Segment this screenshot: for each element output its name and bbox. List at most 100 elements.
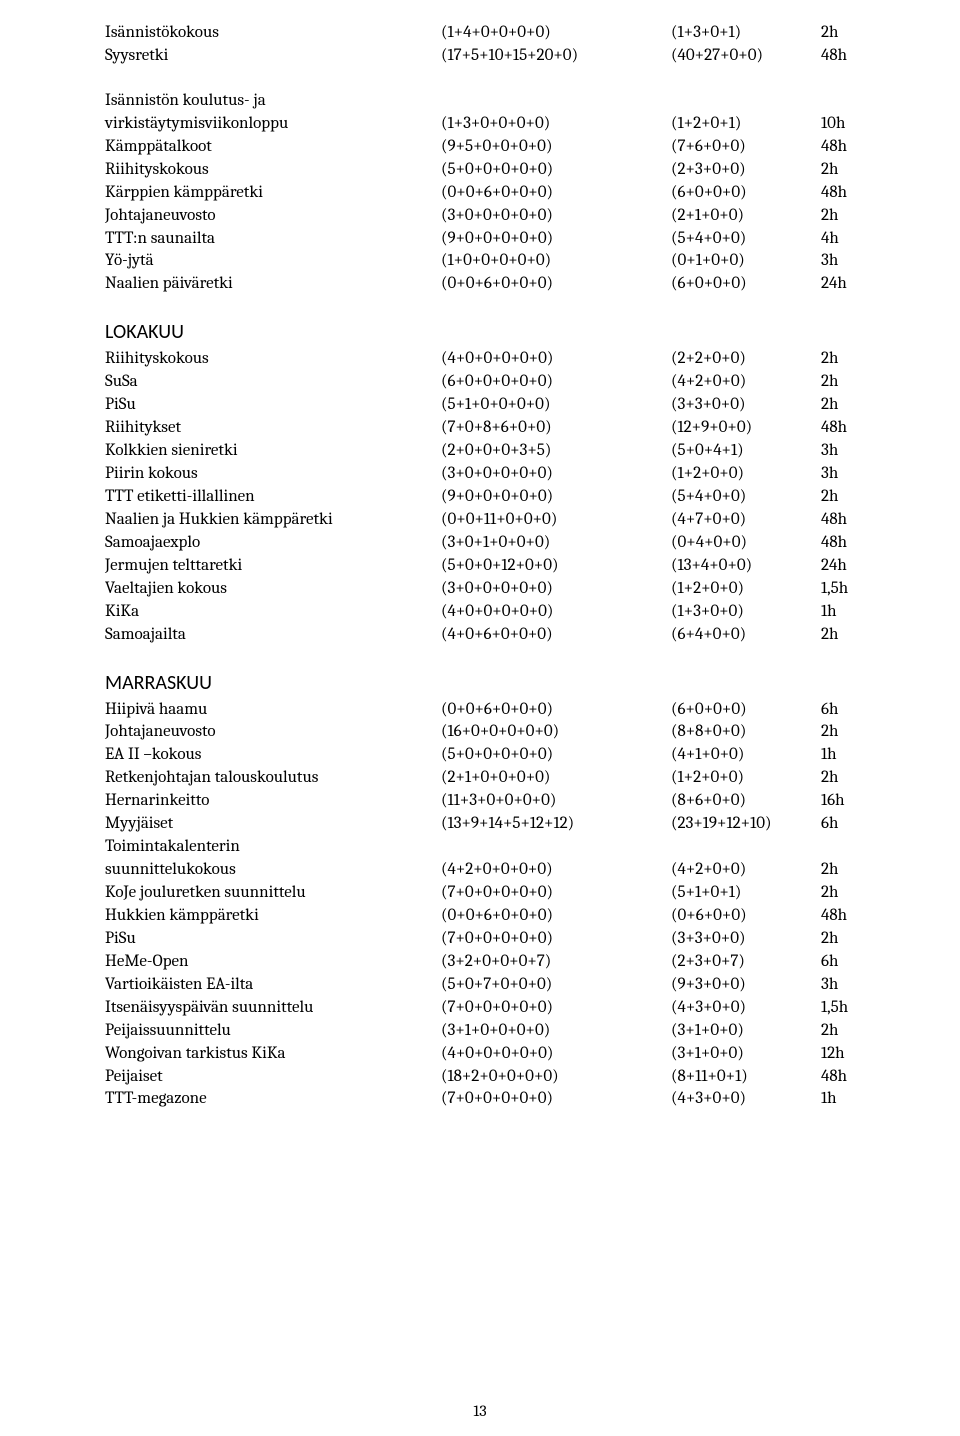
row-hours: 3h xyxy=(821,974,855,997)
row-sum: (4+1+0+0) xyxy=(671,744,821,767)
row-sum: (4+7+0+0) xyxy=(671,509,821,532)
table-row: PiSu(5+1+0+0+0+0)(3+3+0+0)2h xyxy=(105,394,855,417)
row-hours: 2h xyxy=(821,371,855,394)
table-row: Hiipivä haamu(0+0+6+0+0+0)(6+0+0+0)6h xyxy=(105,699,855,722)
row-sum: (3+3+0+0) xyxy=(671,394,821,417)
table-row: Riihityskokous(5+0+0+0+0+0)(2+3+0+0)2h xyxy=(105,159,855,182)
row-label: Riihityskokous xyxy=(105,348,441,371)
row-label: Toimintakalenterin xyxy=(105,836,441,859)
row-detail: (3+0+0+0+0+0) xyxy=(441,205,671,228)
row-detail: (1+0+0+0+0+0) xyxy=(441,250,671,273)
top-block-1: Isännistökokous(1+4+0+0+0+0)(1+3+0+1)2hS… xyxy=(105,22,855,68)
row-sum: (6+0+0+0) xyxy=(671,699,821,722)
row-hours: 48h xyxy=(821,1066,855,1089)
row-label: Johtajaneuvosto xyxy=(105,205,441,228)
row-detail: (7+0+8+6+0+0) xyxy=(441,417,671,440)
table-row: Kolkkien sieniretki(2+0+0+0+3+5)(5+0+4+1… xyxy=(105,440,855,463)
row-label: Itsenäisyyspäivän suunnittelu xyxy=(105,997,441,1020)
row-detail: (9+0+0+0+0+0) xyxy=(441,486,671,509)
row-sum: (6+0+0+0) xyxy=(671,182,821,205)
row-sum: (23+19+12+10) xyxy=(671,813,821,836)
row-label: suunnittelukokous xyxy=(105,859,441,882)
sections-container: LOKAKUU Riihityskokous(4+0+0+0+0+0)(2+2+0… xyxy=(105,320,855,1111)
row-label: Peijaiset xyxy=(105,1066,441,1089)
row-sum: (7+6+0+0) xyxy=(671,136,821,159)
row-detail: (1+4+0+0+0+0) xyxy=(441,22,671,45)
row-sum: (1+3+0+1) xyxy=(671,22,821,45)
row-sum: (4+2+0+0) xyxy=(671,371,821,394)
row-label: Jermujen telttaretki xyxy=(105,555,441,578)
table-row: Piirin kokous(3+0+0+0+0+0)(1+2+0+0)3h xyxy=(105,463,855,486)
row-sum: (1+2+0+0) xyxy=(671,463,821,486)
row-label: TTT-megazone xyxy=(105,1088,441,1111)
row-sum: (9+3+0+0) xyxy=(671,974,821,997)
blank-line xyxy=(105,68,855,90)
row-hours: 6h xyxy=(821,951,855,974)
table-row: SuSa(6+0+0+0+0+0)(4+2+0+0)2h xyxy=(105,371,855,394)
row-sum: (0+4+0+0) xyxy=(671,532,821,555)
table-row: Samoajaexplo(3+0+1+0+0+0)(0+4+0+0)48h xyxy=(105,532,855,555)
row-detail: (3+1+0+0+0+0) xyxy=(441,1020,671,1043)
table-row: Wongoivan tarkistus KiKa(4+0+0+0+0+0)(3+… xyxy=(105,1043,855,1066)
row-detail: (4+0+0+0+0+0) xyxy=(441,1043,671,1066)
row-label: SuSa xyxy=(105,371,441,394)
row-sum: (13+4+0+0) xyxy=(671,555,821,578)
row-sum: (3+3+0+0) xyxy=(671,928,821,951)
row-hours: 10h xyxy=(821,113,855,136)
row-sum: (5+0+4+1) xyxy=(671,440,821,463)
row-label: Hernarinkeitto xyxy=(105,790,441,813)
row-detail: (5+0+0+12+0+0) xyxy=(441,555,671,578)
row-detail: (4+0+0+0+0+0) xyxy=(441,601,671,624)
row-hours: 16h xyxy=(821,790,855,813)
table-row: Samoajailta(4+0+6+0+0+0)(6+4+0+0)2h xyxy=(105,624,855,647)
table-row: Riihityskokous(4+0+0+0+0+0)(2+2+0+0)2h xyxy=(105,348,855,371)
row-label: EA II –kokous xyxy=(105,744,441,767)
row-hours: 6h xyxy=(821,699,855,722)
row-sum: (1+2+0+0) xyxy=(671,767,821,790)
row-hours: 1,5h xyxy=(821,578,855,601)
row-hours: 48h xyxy=(821,905,855,928)
row-label: Kolkkien sieniretki xyxy=(105,440,441,463)
row-label: Syysretki xyxy=(105,45,441,68)
row-sum: (0+6+0+0) xyxy=(671,905,821,928)
row-hours: 2h xyxy=(821,394,855,417)
row-sum: (2+1+0+0) xyxy=(671,205,821,228)
row-detail: (0+0+6+0+0+0) xyxy=(441,905,671,928)
row-label: Isännistökokous xyxy=(105,22,441,45)
row-detail: (5+1+0+0+0+0) xyxy=(441,394,671,417)
table-row: HeMe-Open(3+2+0+0+0+7)(2+3+0+7)6h xyxy=(105,951,855,974)
row-detail: (2+1+0+0+0+0) xyxy=(441,767,671,790)
row-detail: (16+0+0+0+0+0) xyxy=(441,721,671,744)
row-hours: 1h xyxy=(821,744,855,767)
table-row: EA II –kokous(5+0+0+0+0+0)(4+1+0+0)1h xyxy=(105,744,855,767)
table-row: TTT-megazone(7+0+0+0+0+0)(4+3+0+0)1h xyxy=(105,1088,855,1111)
row-sum: (3+1+0+0) xyxy=(671,1043,821,1066)
row-detail: (3+2+0+0+0+7) xyxy=(441,951,671,974)
row-sum: (1+3+0+0) xyxy=(671,601,821,624)
row-label: Riihitykset xyxy=(105,417,441,440)
row-label: Naalien ja Hukkien kämppäretki xyxy=(105,509,441,532)
table-row: virkistäytymisviikonloppu(1+3+0+0+0+0)(1… xyxy=(105,113,855,136)
row-hours: 2h xyxy=(821,486,855,509)
table-row: TTT:n saunailta(9+0+0+0+0+0)(5+4+0+0)4h xyxy=(105,228,855,251)
row-detail: (1+3+0+0+0+0) xyxy=(441,113,671,136)
row-hours: 1h xyxy=(821,1088,855,1111)
row-label: PiSu xyxy=(105,928,441,951)
row-label: Yö-jytä xyxy=(105,250,441,273)
row-sum: (4+3+0+0) xyxy=(671,1088,821,1111)
row-label: KiKa xyxy=(105,601,441,624)
row-detail: (0+0+11+0+0+0) xyxy=(441,509,671,532)
row-hours: 12h xyxy=(821,1043,855,1066)
table-row: Johtajaneuvosto(3+0+0+0+0+0)(2+1+0+0)2h xyxy=(105,205,855,228)
row-detail: (0+0+6+0+0+0) xyxy=(441,182,671,205)
table-row: Peijaissuunnittelu(3+1+0+0+0+0)(3+1+0+0)… xyxy=(105,1020,855,1043)
table-row: Isännistökokous(1+4+0+0+0+0)(1+3+0+1)2h xyxy=(105,22,855,45)
section-heading: LOKAKUU xyxy=(105,320,855,344)
row-sum: (2+3+0+7) xyxy=(671,951,821,974)
row-sum: (5+4+0+0) xyxy=(671,228,821,251)
row-detail: (0+0+6+0+0+0) xyxy=(441,699,671,722)
row-sum: (4+2+0+0) xyxy=(671,859,821,882)
row-label: Vartioikäisten EA-ilta xyxy=(105,974,441,997)
row-hours: 2h xyxy=(821,882,855,905)
row-detail: (5+0+7+0+0+0) xyxy=(441,974,671,997)
